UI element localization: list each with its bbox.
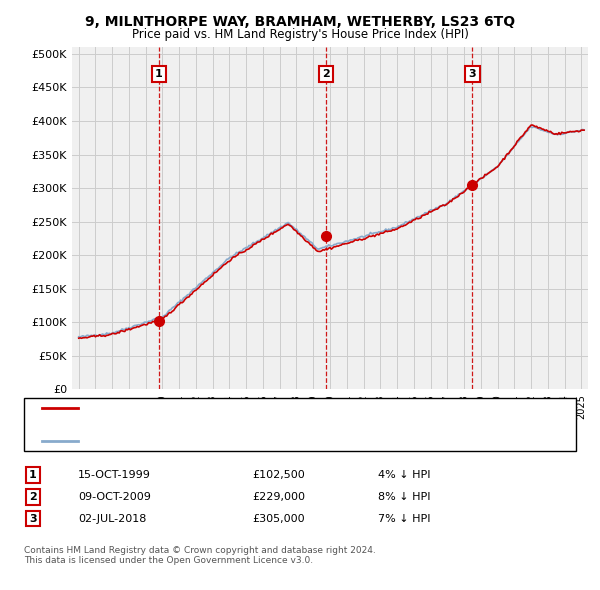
Text: 2: 2 <box>29 492 37 502</box>
Text: £102,500: £102,500 <box>252 470 305 480</box>
Text: 1: 1 <box>155 69 163 79</box>
Text: 7% ↓ HPI: 7% ↓ HPI <box>378 514 431 523</box>
Text: Contains HM Land Registry data © Crown copyright and database right 2024.
This d: Contains HM Land Registry data © Crown c… <box>24 546 376 565</box>
Text: 15-OCT-1999: 15-OCT-1999 <box>78 470 151 480</box>
Text: Price paid vs. HM Land Registry's House Price Index (HPI): Price paid vs. HM Land Registry's House … <box>131 28 469 41</box>
Text: 3: 3 <box>29 514 37 523</box>
Text: 8% ↓ HPI: 8% ↓ HPI <box>378 492 431 502</box>
Text: 2: 2 <box>322 69 330 79</box>
Text: 9, MILNTHORPE WAY, BRAMHAM, WETHERBY, LS23 6TQ (detached house): 9, MILNTHORPE WAY, BRAMHAM, WETHERBY, LS… <box>84 404 466 413</box>
Text: 4% ↓ HPI: 4% ↓ HPI <box>378 470 431 480</box>
Text: 9, MILNTHORPE WAY, BRAMHAM, WETHERBY, LS23 6TQ: 9, MILNTHORPE WAY, BRAMHAM, WETHERBY, LS… <box>85 15 515 29</box>
Text: £305,000: £305,000 <box>252 514 305 523</box>
Text: 1: 1 <box>29 470 37 480</box>
Text: £229,000: £229,000 <box>252 492 305 502</box>
Text: 3: 3 <box>469 69 476 79</box>
Text: HPI: Average price, detached house, Leeds: HPI: Average price, detached house, Leed… <box>84 437 307 446</box>
Text: 02-JUL-2018: 02-JUL-2018 <box>78 514 146 523</box>
Text: 09-OCT-2009: 09-OCT-2009 <box>78 492 151 502</box>
